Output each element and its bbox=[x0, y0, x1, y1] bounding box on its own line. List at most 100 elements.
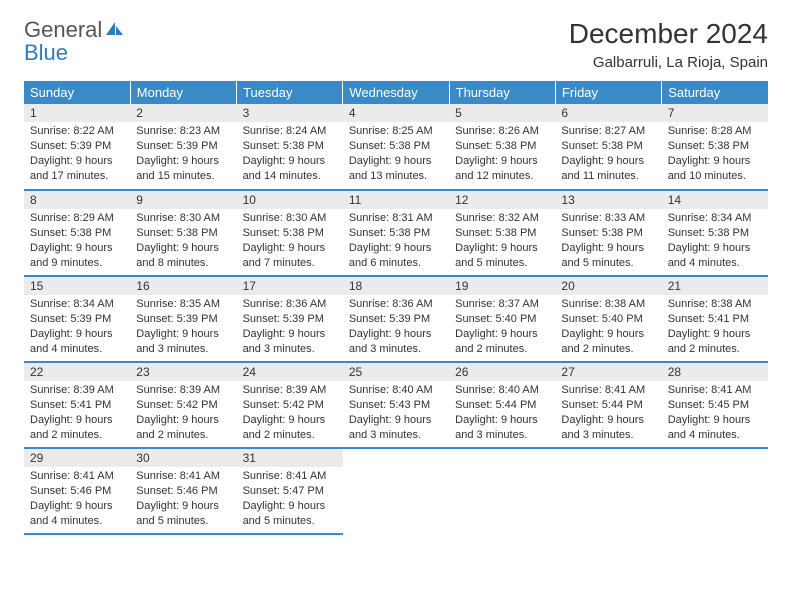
calendar-cell bbox=[555, 448, 661, 534]
calendar-cell: 6Sunrise: 8:27 AMSunset: 5:38 PMDaylight… bbox=[555, 104, 661, 190]
day-number: 27 bbox=[555, 363, 661, 381]
weekday-header: Wednesday bbox=[343, 81, 449, 104]
day-details: Sunrise: 8:26 AMSunset: 5:38 PMDaylight:… bbox=[449, 122, 555, 187]
calendar-cell bbox=[343, 448, 449, 534]
weekday-header: Friday bbox=[555, 81, 661, 104]
calendar-cell: 19Sunrise: 8:37 AMSunset: 5:40 PMDayligh… bbox=[449, 276, 555, 362]
calendar-cell: 29Sunrise: 8:41 AMSunset: 5:46 PMDayligh… bbox=[24, 448, 130, 534]
day-details: Sunrise: 8:41 AMSunset: 5:45 PMDaylight:… bbox=[662, 381, 768, 446]
day-number: 21 bbox=[662, 277, 768, 295]
day-number: 3 bbox=[237, 104, 343, 122]
day-details: Sunrise: 8:36 AMSunset: 5:39 PMDaylight:… bbox=[237, 295, 343, 360]
day-number: 24 bbox=[237, 363, 343, 381]
calendar-cell: 3Sunrise: 8:24 AMSunset: 5:38 PMDaylight… bbox=[237, 104, 343, 190]
calendar-cell: 15Sunrise: 8:34 AMSunset: 5:39 PMDayligh… bbox=[24, 276, 130, 362]
calendar-cell: 9Sunrise: 8:30 AMSunset: 5:38 PMDaylight… bbox=[130, 190, 236, 276]
day-details: Sunrise: 8:41 AMSunset: 5:44 PMDaylight:… bbox=[555, 381, 661, 446]
calendar-cell: 1Sunrise: 8:22 AMSunset: 5:39 PMDaylight… bbox=[24, 104, 130, 190]
day-details: Sunrise: 8:41 AMSunset: 5:46 PMDaylight:… bbox=[130, 467, 236, 532]
day-number: 16 bbox=[130, 277, 236, 295]
page-title: December 2024 bbox=[569, 18, 768, 50]
calendar-cell: 4Sunrise: 8:25 AMSunset: 5:38 PMDaylight… bbox=[343, 104, 449, 190]
day-details: Sunrise: 8:39 AMSunset: 5:42 PMDaylight:… bbox=[130, 381, 236, 446]
calendar-cell: 20Sunrise: 8:38 AMSunset: 5:40 PMDayligh… bbox=[555, 276, 661, 362]
weekday-header-row: SundayMondayTuesdayWednesdayThursdayFrid… bbox=[24, 81, 768, 104]
calendar-body: 1Sunrise: 8:22 AMSunset: 5:39 PMDaylight… bbox=[24, 104, 768, 534]
day-number: 20 bbox=[555, 277, 661, 295]
calendar-cell: 22Sunrise: 8:39 AMSunset: 5:41 PMDayligh… bbox=[24, 362, 130, 448]
calendar-row: 1Sunrise: 8:22 AMSunset: 5:39 PMDaylight… bbox=[24, 104, 768, 190]
day-number: 6 bbox=[555, 104, 661, 122]
day-details: Sunrise: 8:40 AMSunset: 5:44 PMDaylight:… bbox=[449, 381, 555, 446]
day-number: 15 bbox=[24, 277, 130, 295]
day-details: Sunrise: 8:25 AMSunset: 5:38 PMDaylight:… bbox=[343, 122, 449, 187]
calendar-cell: 24Sunrise: 8:39 AMSunset: 5:42 PMDayligh… bbox=[237, 362, 343, 448]
day-details: Sunrise: 8:40 AMSunset: 5:43 PMDaylight:… bbox=[343, 381, 449, 446]
day-details: Sunrise: 8:38 AMSunset: 5:41 PMDaylight:… bbox=[662, 295, 768, 360]
day-number: 12 bbox=[449, 191, 555, 209]
day-details: Sunrise: 8:30 AMSunset: 5:38 PMDaylight:… bbox=[130, 209, 236, 274]
day-number: 28 bbox=[662, 363, 768, 381]
day-details: Sunrise: 8:27 AMSunset: 5:38 PMDaylight:… bbox=[555, 122, 661, 187]
day-number: 13 bbox=[555, 191, 661, 209]
calendar-row: 8Sunrise: 8:29 AMSunset: 5:38 PMDaylight… bbox=[24, 190, 768, 276]
weekday-header: Tuesday bbox=[237, 81, 343, 104]
day-details: Sunrise: 8:34 AMSunset: 5:38 PMDaylight:… bbox=[662, 209, 768, 274]
day-number: 22 bbox=[24, 363, 130, 381]
sail-icon bbox=[105, 17, 127, 42]
weekday-header: Thursday bbox=[449, 81, 555, 104]
day-number: 4 bbox=[343, 104, 449, 122]
day-number: 1 bbox=[24, 104, 130, 122]
calendar-row: 29Sunrise: 8:41 AMSunset: 5:46 PMDayligh… bbox=[24, 448, 768, 534]
weekday-header: Saturday bbox=[662, 81, 768, 104]
calendar-cell: 17Sunrise: 8:36 AMSunset: 5:39 PMDayligh… bbox=[237, 276, 343, 362]
day-number: 31 bbox=[237, 449, 343, 467]
day-number: 14 bbox=[662, 191, 768, 209]
calendar-cell: 28Sunrise: 8:41 AMSunset: 5:45 PMDayligh… bbox=[662, 362, 768, 448]
day-details: Sunrise: 8:33 AMSunset: 5:38 PMDaylight:… bbox=[555, 209, 661, 274]
day-details: Sunrise: 8:38 AMSunset: 5:40 PMDaylight:… bbox=[555, 295, 661, 360]
calendar-cell: 26Sunrise: 8:40 AMSunset: 5:44 PMDayligh… bbox=[449, 362, 555, 448]
calendar-cell: 25Sunrise: 8:40 AMSunset: 5:43 PMDayligh… bbox=[343, 362, 449, 448]
day-number: 23 bbox=[130, 363, 236, 381]
day-number: 29 bbox=[24, 449, 130, 467]
day-number: 18 bbox=[343, 277, 449, 295]
calendar-cell: 13Sunrise: 8:33 AMSunset: 5:38 PMDayligh… bbox=[555, 190, 661, 276]
day-details: Sunrise: 8:29 AMSunset: 5:38 PMDaylight:… bbox=[24, 209, 130, 274]
day-details: Sunrise: 8:41 AMSunset: 5:46 PMDaylight:… bbox=[24, 467, 130, 532]
calendar-cell: 10Sunrise: 8:30 AMSunset: 5:38 PMDayligh… bbox=[237, 190, 343, 276]
calendar-cell: 11Sunrise: 8:31 AMSunset: 5:38 PMDayligh… bbox=[343, 190, 449, 276]
calendar-cell: 7Sunrise: 8:28 AMSunset: 5:38 PMDaylight… bbox=[662, 104, 768, 190]
day-number: 5 bbox=[449, 104, 555, 122]
day-number: 2 bbox=[130, 104, 236, 122]
location: Galbarruli, La Rioja, Spain bbox=[569, 54, 768, 71]
day-details: Sunrise: 8:39 AMSunset: 5:42 PMDaylight:… bbox=[237, 381, 343, 446]
day-number: 26 bbox=[449, 363, 555, 381]
day-details: Sunrise: 8:36 AMSunset: 5:39 PMDaylight:… bbox=[343, 295, 449, 360]
title-block: December 2024 Galbarruli, La Rioja, Spai… bbox=[569, 18, 768, 71]
calendar-row: 22Sunrise: 8:39 AMSunset: 5:41 PMDayligh… bbox=[24, 362, 768, 448]
logo-text-1: General bbox=[24, 17, 102, 42]
calendar-cell: 16Sunrise: 8:35 AMSunset: 5:39 PMDayligh… bbox=[130, 276, 236, 362]
calendar-cell bbox=[662, 448, 768, 534]
day-details: Sunrise: 8:22 AMSunset: 5:39 PMDaylight:… bbox=[24, 122, 130, 187]
day-number: 9 bbox=[130, 191, 236, 209]
day-number: 8 bbox=[24, 191, 130, 209]
day-number: 11 bbox=[343, 191, 449, 209]
calendar-row: 15Sunrise: 8:34 AMSunset: 5:39 PMDayligh… bbox=[24, 276, 768, 362]
day-details: Sunrise: 8:34 AMSunset: 5:39 PMDaylight:… bbox=[24, 295, 130, 360]
calendar-cell: 8Sunrise: 8:29 AMSunset: 5:38 PMDaylight… bbox=[24, 190, 130, 276]
day-details: Sunrise: 8:28 AMSunset: 5:38 PMDaylight:… bbox=[662, 122, 768, 187]
logo-text-2: Blue bbox=[24, 40, 68, 65]
day-number: 19 bbox=[449, 277, 555, 295]
day-number: 7 bbox=[662, 104, 768, 122]
day-details: Sunrise: 8:39 AMSunset: 5:41 PMDaylight:… bbox=[24, 381, 130, 446]
day-details: Sunrise: 8:23 AMSunset: 5:39 PMDaylight:… bbox=[130, 122, 236, 187]
calendar-cell: 23Sunrise: 8:39 AMSunset: 5:42 PMDayligh… bbox=[130, 362, 236, 448]
day-number: 10 bbox=[237, 191, 343, 209]
calendar-cell: 5Sunrise: 8:26 AMSunset: 5:38 PMDaylight… bbox=[449, 104, 555, 190]
day-details: Sunrise: 8:31 AMSunset: 5:38 PMDaylight:… bbox=[343, 209, 449, 274]
calendar-cell: 30Sunrise: 8:41 AMSunset: 5:46 PMDayligh… bbox=[130, 448, 236, 534]
header: GeneralBlue December 2024 Galbarruli, La… bbox=[24, 18, 768, 71]
weekday-header: Monday bbox=[130, 81, 236, 104]
